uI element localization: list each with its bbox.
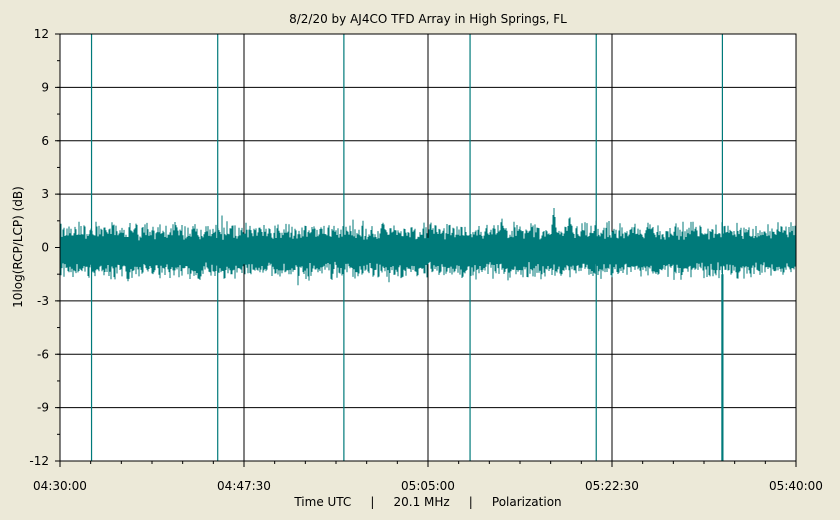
- y-tick-label: -12: [29, 454, 49, 468]
- y-tick-label: 9: [41, 80, 49, 94]
- x-tick-label: 04:30:00: [33, 479, 87, 493]
- x-tick-labels: 04:30:00 04:47:30 05:05:00 05:22:30 05:40:00: [33, 479, 823, 493]
- plot-frame: [59, 33, 797, 462]
- y-tick-label: -6: [37, 347, 49, 361]
- x-axis-label: Time UTC | 20.1 MHz | Polarization: [293, 495, 561, 509]
- y-tick-label: 6: [41, 134, 49, 148]
- y-tick-label: -9: [37, 401, 49, 415]
- y-tick-label: 12: [34, 27, 49, 41]
- x-tick-label: 04:47:30: [217, 479, 271, 493]
- y-tick-label: 3: [41, 187, 49, 201]
- x-tick-label: 05:22:30: [585, 479, 639, 493]
- x-tick-label: 05:40:00: [769, 479, 823, 493]
- chart-title: 8/2/20 by AJ4CO TFD Array in High Spring…: [289, 12, 567, 26]
- x-tick-label: 05:05:00: [401, 479, 455, 493]
- y-tick-labels: 12 9 6 3 0 -3 -6 -9 -12: [29, 27, 49, 468]
- y-tick-label: 0: [41, 241, 49, 255]
- vertical-markers: [90, 34, 724, 461]
- y-tick-label: -3: [37, 294, 49, 308]
- y-axis-label: 10log(RCP/LCP) (dB): [11, 186, 25, 308]
